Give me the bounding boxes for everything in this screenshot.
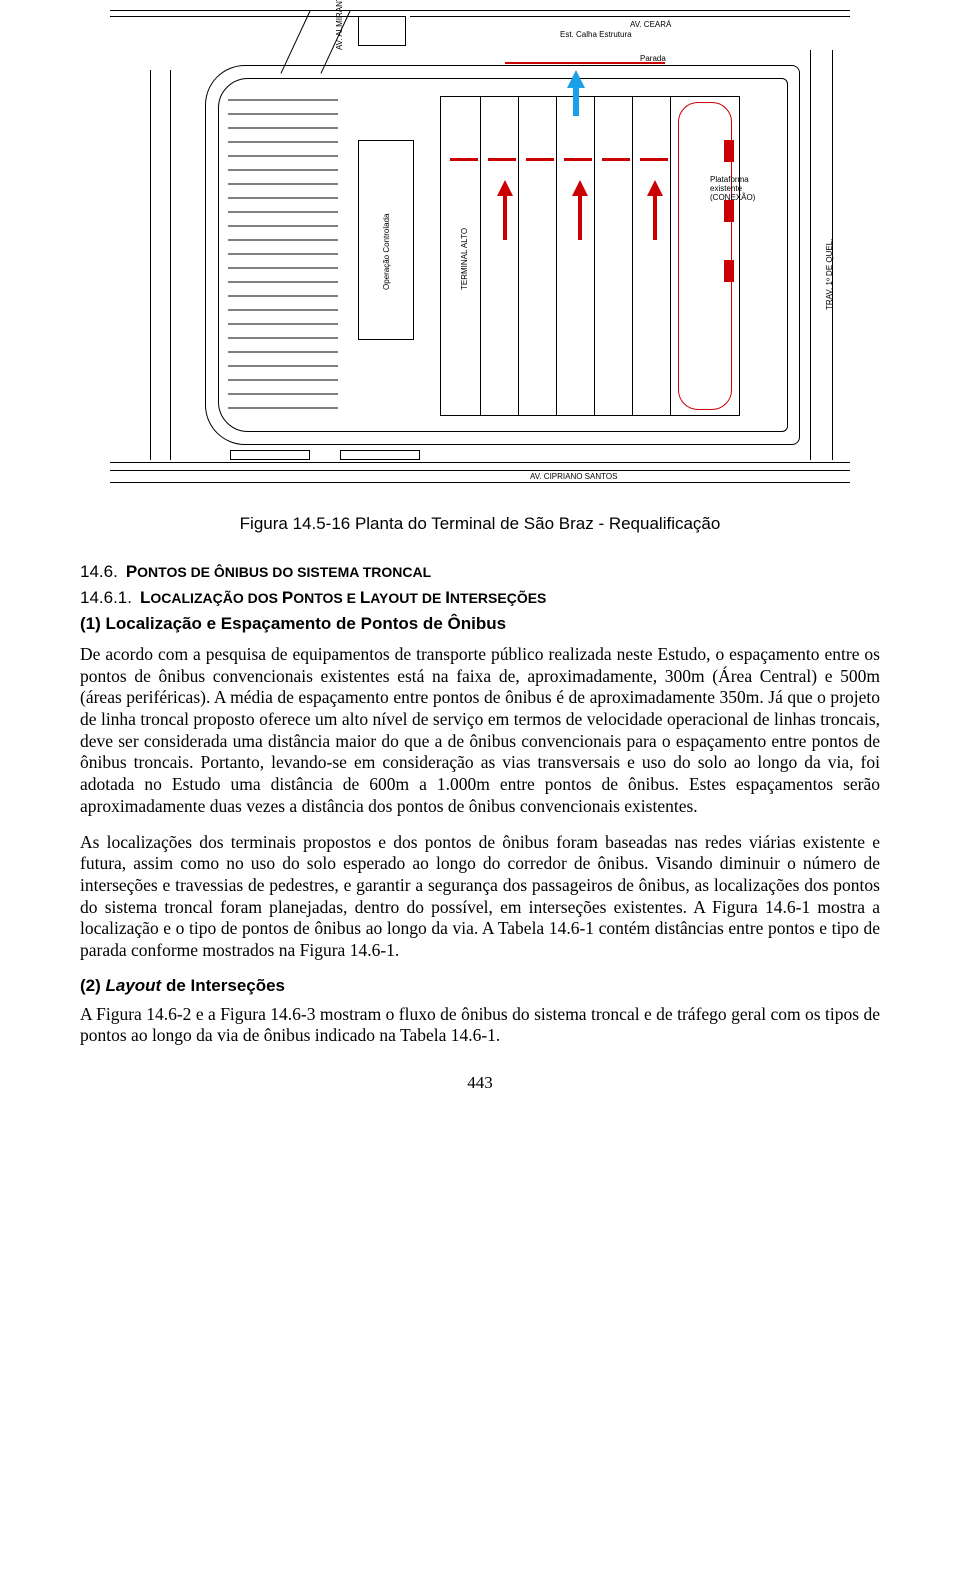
section-heading: 14.6. PONTOS DE ÔNIBUS DO SISTEMA TRONCA…: [80, 562, 880, 582]
section-title: PONTOS DE ÔNIBUS DO SISTEMA TRONCAL: [126, 562, 431, 582]
label-parada: Parada: [640, 54, 666, 63]
paragraph-1: De acordo com a pesquisa de equipamentos…: [80, 644, 880, 818]
diagram-container: AV. CEARÁ AV. ALMIRANTE B.: [80, 10, 880, 500]
red-arrow-2: [570, 180, 590, 240]
figure-caption: Figura 14.5-16 Planta do Terminal de São…: [80, 514, 880, 534]
label-av-ceara: AV. CEARÁ: [630, 20, 671, 29]
page-number: 443: [80, 1073, 880, 1093]
red-arrow-1: [495, 180, 515, 240]
subsection-number: 14.6.1.: [80, 588, 132, 608]
label-av-cipriano: AV. CIPRIANO SANTOS: [530, 472, 617, 481]
terminal-plan-diagram: AV. CEARÁ AV. ALMIRANTE B.: [110, 10, 850, 500]
paragraph-2: As localizações dos terminais propostos …: [80, 832, 880, 962]
subsection-heading: 14.6.1. LOCALIZAÇÃO DOS PONTOS E LAYOUT …: [80, 588, 880, 608]
heading-layout: (2) Layout de Interseções: [80, 976, 880, 996]
label-trav: TRAV. 1º DE QUEL.: [825, 239, 834, 310]
subsection-title: LOCALIZAÇÃO DOS PONTOS E LAYOUT DE INTER…: [140, 588, 546, 608]
blue-arrow: [565, 70, 587, 116]
label-est: Est. Calha Estrutura: [560, 30, 632, 39]
section-number: 14.6.: [80, 562, 118, 582]
label-terminal: TERMINAL ALTO: [460, 228, 469, 290]
paragraph-3: A Figura 14.6-2 e a Figura 14.6-3 mostra…: [80, 1004, 880, 1047]
label-plataforma: Plataforma existente (CONEXÃO): [710, 175, 780, 202]
parking-hatch: [228, 90, 338, 420]
red-arrow-3: [645, 180, 665, 240]
heading-localizacao: (1) Localização e Espaçamento de Pontos …: [80, 614, 880, 634]
